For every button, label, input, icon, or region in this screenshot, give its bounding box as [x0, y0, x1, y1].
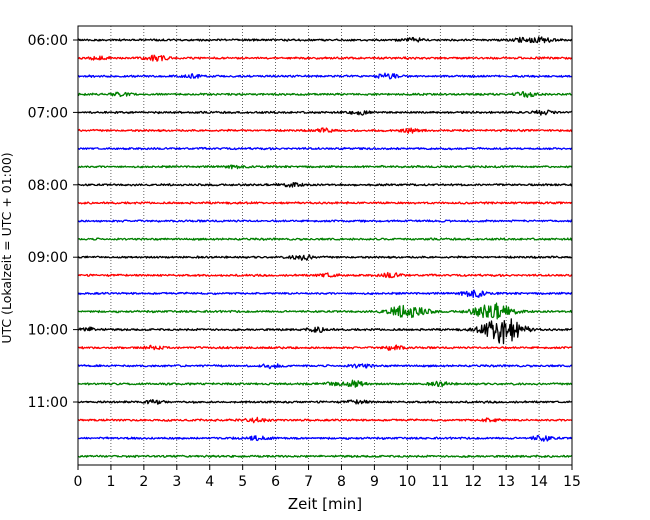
trace-0615	[77, 54, 573, 62]
x-tick-label-0: 0	[74, 474, 83, 490]
trace-0900	[77, 254, 573, 261]
y-tick-label-0800: 08:00	[28, 178, 68, 194]
x-tick-label-2: 2	[139, 474, 148, 490]
trace-1045	[77, 379, 573, 388]
trace-0600	[77, 36, 573, 44]
trace-0630	[77, 72, 573, 80]
x-tick-label-11: 11	[431, 474, 449, 490]
trace-0945	[77, 302, 573, 320]
y-axis-label: UTC (Lokalzeit = UTC + 01:00)	[0, 152, 14, 343]
trace-0815	[77, 201, 573, 205]
x-tick-label-14: 14	[530, 474, 548, 490]
trace-0930	[77, 289, 573, 299]
trace-0730	[77, 146, 573, 151]
x-tick-label-9: 9	[370, 474, 379, 490]
y-tick-label-1100: 11:00	[28, 395, 68, 411]
x-tick-label-15: 15	[563, 474, 581, 490]
y-axis: 06:00 07:00 08:00 09:00 10:00 11:00	[28, 33, 78, 411]
trace-1100	[77, 398, 573, 405]
minute-grid	[110, 26, 540, 465]
x-axis-label: Zeit [min]	[288, 495, 362, 513]
trace-0700	[77, 109, 573, 116]
trace-1145	[77, 454, 573, 458]
x-tick-label-4: 4	[205, 474, 214, 490]
y-tick-label-0700: 07:00	[28, 105, 68, 121]
y-tick-label-0900: 09:00	[28, 250, 68, 266]
trace-1115	[77, 416, 573, 424]
x-tick-label-6: 6	[271, 474, 280, 490]
x-tick-label-13: 13	[497, 474, 515, 490]
trace-1015	[77, 344, 573, 351]
y-tick-label-1000: 10:00	[28, 323, 68, 339]
trace-0845	[77, 237, 573, 241]
x-tick-label-12: 12	[464, 474, 482, 490]
x-tick-label-3: 3	[172, 474, 181, 490]
trace-0830	[77, 219, 573, 223]
x-tick-label-8: 8	[337, 474, 346, 490]
x-tick-label-5: 5	[238, 474, 247, 490]
trace-group	[77, 36, 573, 458]
x-tick-label-7: 7	[304, 474, 313, 490]
trace-0745	[77, 164, 573, 170]
trace-0800	[77, 182, 573, 188]
trace-0645	[77, 91, 572, 98]
trace-1030	[77, 363, 573, 370]
trace-1000	[77, 318, 573, 345]
x-axis: 0 1 2 3 4 5 6 7 8 9 10 11 12 13 14 15	[74, 465, 581, 490]
plot-frame	[77, 25, 573, 466]
trace-1130	[77, 434, 573, 442]
trace-0715	[77, 127, 573, 134]
trace-0915	[77, 271, 573, 279]
x-tick-label-1: 1	[106, 474, 115, 490]
x-tick-label-10: 10	[398, 474, 416, 490]
y-tick-label-0600: 06:00	[28, 33, 68, 49]
